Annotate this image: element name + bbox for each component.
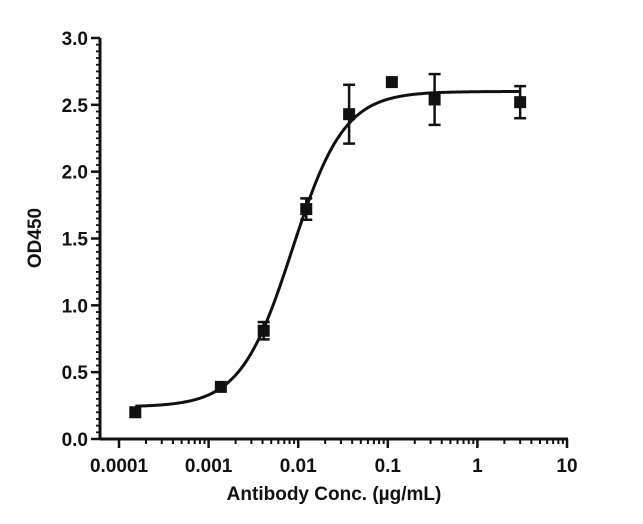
y-tick-label: 1.0	[62, 296, 88, 317]
y-tick-label: 0.5	[62, 363, 89, 384]
x-axis-title: Antibody Conc. (µg/mL)	[227, 484, 442, 505]
data-point	[514, 84, 527, 120]
y-tick-label: 0.0	[62, 430, 88, 451]
y-tick-label: 1.5	[62, 230, 89, 251]
y-tick-label: 3.0	[62, 29, 88, 50]
data-point	[343, 83, 356, 145]
x-tick-label: 0.0001	[90, 456, 149, 477]
x-tick-label: 0.01	[280, 456, 317, 477]
x-tick-label: 0.1	[375, 456, 402, 477]
fit-curve	[135, 90, 521, 408]
x-tick-label: 0.001	[185, 456, 233, 477]
data-point	[257, 320, 270, 341]
data-point	[129, 406, 142, 419]
data-points	[129, 72, 527, 419]
y-tick-label: 2.0	[62, 163, 88, 184]
y-axis: 0.0 0.5 1.0 1.5 2.0 2.5 3.0	[62, 29, 102, 451]
x-axis: 0.0001 0.001 0.01 0.1 1 10	[90, 437, 578, 477]
y-tick-label: 2.5	[62, 96, 89, 117]
data-point	[428, 72, 441, 127]
data-point	[214, 380, 227, 393]
y-axis-title: OD450	[25, 208, 46, 268]
x-tick-label: 10	[556, 456, 577, 477]
data-point	[385, 76, 398, 89]
x-tick-label: 1	[472, 456, 483, 477]
data-point	[300, 197, 313, 222]
